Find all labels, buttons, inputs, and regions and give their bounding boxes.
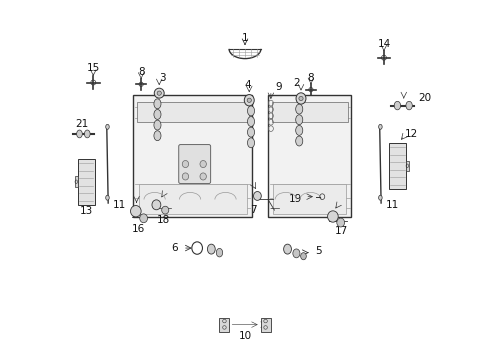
Ellipse shape — [284, 244, 292, 254]
Text: 4: 4 — [244, 80, 251, 90]
Text: 5: 5 — [315, 246, 322, 256]
Text: 12: 12 — [405, 129, 418, 139]
Text: 19: 19 — [289, 194, 302, 204]
Ellipse shape — [207, 244, 215, 254]
Text: 14: 14 — [377, 39, 391, 49]
Text: 8: 8 — [308, 73, 314, 82]
Text: 16: 16 — [132, 224, 146, 234]
Ellipse shape — [140, 214, 147, 223]
Ellipse shape — [406, 101, 412, 110]
Text: 21: 21 — [75, 119, 89, 129]
Ellipse shape — [216, 248, 222, 257]
Ellipse shape — [200, 173, 206, 180]
Text: 6: 6 — [172, 243, 178, 253]
Bar — [139, 184, 247, 214]
Text: 17: 17 — [335, 226, 348, 237]
Ellipse shape — [247, 98, 251, 102]
Bar — [133, 95, 252, 217]
Bar — [273, 184, 346, 214]
Text: 7: 7 — [250, 205, 257, 215]
Ellipse shape — [154, 131, 161, 141]
Ellipse shape — [162, 206, 169, 214]
Bar — [389, 143, 406, 189]
Text: 9: 9 — [275, 82, 282, 92]
Ellipse shape — [247, 106, 255, 116]
Bar — [75, 176, 78, 187]
Ellipse shape — [106, 124, 109, 129]
Ellipse shape — [379, 195, 382, 200]
Ellipse shape — [293, 249, 300, 258]
Ellipse shape — [247, 138, 255, 148]
Ellipse shape — [152, 200, 161, 210]
Ellipse shape — [182, 161, 189, 168]
Bar — [78, 159, 95, 205]
Ellipse shape — [154, 120, 161, 130]
Ellipse shape — [200, 161, 206, 168]
Ellipse shape — [245, 95, 254, 106]
Bar — [261, 318, 270, 332]
Ellipse shape — [84, 130, 90, 138]
Ellipse shape — [299, 96, 303, 100]
Bar — [220, 318, 229, 332]
Ellipse shape — [154, 109, 161, 120]
Bar — [268, 95, 351, 217]
Ellipse shape — [253, 192, 261, 201]
Text: 13: 13 — [79, 206, 93, 216]
Ellipse shape — [154, 99, 161, 109]
Text: 18: 18 — [157, 215, 170, 225]
Ellipse shape — [247, 127, 255, 137]
Text: 8: 8 — [138, 67, 145, 77]
Ellipse shape — [295, 136, 303, 146]
Ellipse shape — [379, 124, 382, 129]
Ellipse shape — [154, 88, 164, 98]
Text: 1: 1 — [242, 33, 248, 43]
Text: 10: 10 — [239, 331, 251, 341]
Ellipse shape — [76, 130, 82, 138]
Text: 11: 11 — [386, 200, 399, 210]
Ellipse shape — [295, 104, 303, 114]
Ellipse shape — [295, 125, 303, 135]
Text: 2: 2 — [294, 78, 300, 88]
Ellipse shape — [337, 218, 344, 227]
Ellipse shape — [157, 91, 161, 95]
Text: 15: 15 — [87, 63, 100, 73]
Text: 20: 20 — [418, 94, 431, 103]
Text: 3: 3 — [159, 73, 166, 83]
Ellipse shape — [130, 206, 141, 217]
Ellipse shape — [106, 195, 109, 200]
Bar — [406, 161, 409, 171]
Bar — [271, 102, 348, 122]
Ellipse shape — [301, 253, 306, 260]
FancyBboxPatch shape — [179, 145, 211, 184]
Ellipse shape — [296, 93, 306, 104]
Bar — [137, 102, 248, 122]
Ellipse shape — [295, 115, 303, 125]
Ellipse shape — [394, 101, 401, 110]
Ellipse shape — [328, 211, 338, 222]
Text: 11: 11 — [113, 200, 126, 210]
Ellipse shape — [247, 117, 255, 126]
Ellipse shape — [182, 173, 189, 180]
